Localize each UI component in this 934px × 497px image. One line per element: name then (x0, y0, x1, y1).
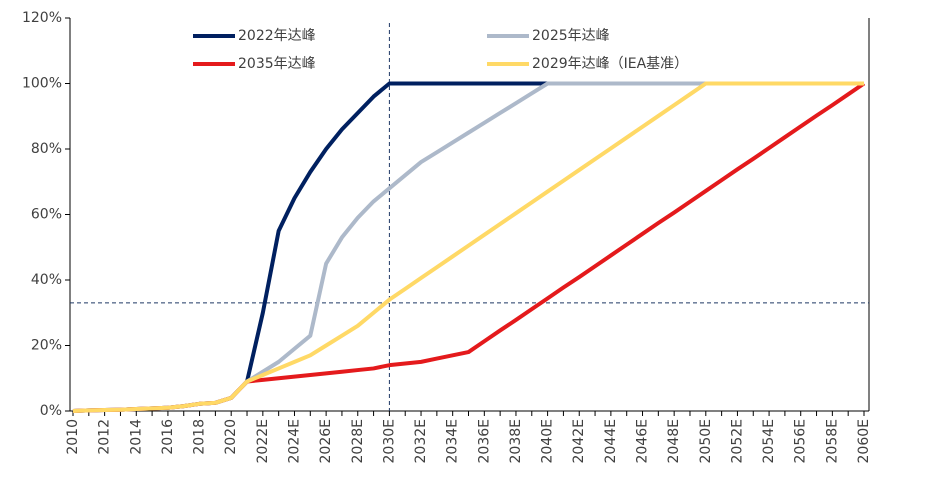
x-tick-label: 2028E (350, 419, 366, 463)
x-tick-label: 2042E (571, 419, 587, 463)
x-tick-label: 2056E (793, 419, 809, 463)
x-tick-label: 2012 (97, 419, 113, 455)
x-tick-label: 2020 (223, 419, 239, 455)
x-tick-label: 2058E (824, 419, 840, 463)
y-tick-label: 20% (31, 338, 62, 354)
x-tick-label: 2052E (729, 419, 745, 463)
x-tick-label: 2030E (381, 419, 397, 463)
legend-label: 2035年达峰 (238, 56, 316, 72)
x-tick-label: 2034E (445, 419, 461, 463)
x-tick-label: 2024E (286, 419, 302, 463)
legend-label: 2029年达峰（IEA基准） (532, 55, 688, 72)
x-tick-label: 2018 (192, 419, 208, 455)
y-tick-label: 40% (31, 272, 62, 288)
y-tick-label: 0% (40, 403, 62, 419)
x-tick-label: 2050E (698, 419, 714, 463)
legend-label: 2025年达峰 (532, 28, 610, 44)
y-tick-label: 100% (22, 76, 62, 92)
x-tick-label: 2032E (413, 419, 429, 463)
legend-label: 2022年达峰 (238, 28, 316, 44)
x-tick-label: 2022E (255, 419, 271, 463)
x-tick-label: 2046E (635, 419, 651, 463)
x-tick-label: 2026E (318, 419, 334, 463)
x-tick-label: 2060E (856, 419, 872, 463)
series-line (72, 81, 864, 413)
x-tick-label: 2036E (476, 419, 492, 463)
x-tick-label: 2038E (508, 419, 524, 463)
x-tick-label: 2048E (666, 419, 682, 463)
x-tick-label: 2044E (603, 419, 619, 463)
y-tick-label: 80% (31, 141, 62, 157)
x-tick-label: 2016 (160, 419, 176, 455)
x-tick-label: 2054E (761, 419, 777, 463)
x-tick-label: 2040E (540, 419, 556, 463)
x-tick-label: 2014 (128, 419, 144, 455)
y-tick-label: 120% (22, 10, 62, 26)
y-tick-label: 60% (31, 207, 62, 223)
x-tick-label: 2010 (65, 419, 81, 455)
